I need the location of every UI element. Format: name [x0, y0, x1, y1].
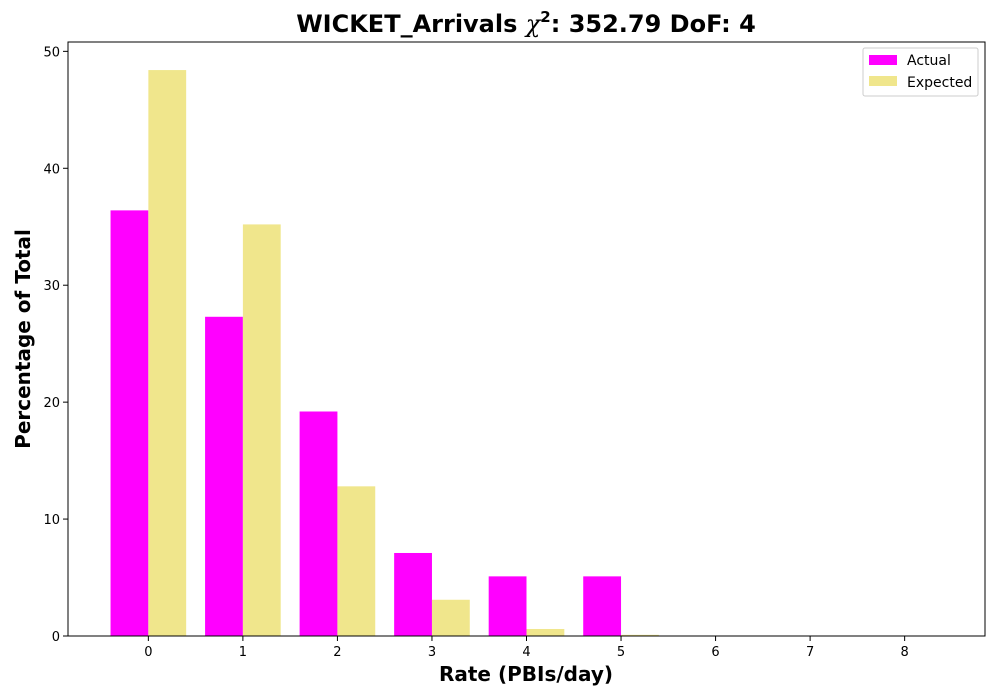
bar-actual-3 — [394, 552, 432, 636]
x-tick-label: 4 — [522, 645, 530, 660]
x-tick-label: 0 — [144, 645, 152, 660]
legend-label-actual: Actual — [907, 53, 951, 69]
bar-expected-2 — [337, 486, 376, 636]
title-chi: χ — [524, 10, 542, 38]
title-superscript: 2 — [540, 8, 550, 26]
legend-swatch-expected — [869, 76, 897, 86]
y-tick-label: 50 — [43, 45, 60, 60]
bars-group — [110, 70, 659, 637]
x-tick-label: 1 — [239, 645, 247, 660]
bar-expected-0 — [148, 70, 187, 637]
bar-expected-4 — [526, 628, 565, 636]
x-axis-label: Rate (PBIs/day) — [439, 662, 613, 686]
y-ticks: 0 10 20 30 40 50 — [43, 45, 68, 645]
bar-actual-4 — [488, 576, 527, 636]
x-tick-label: 7 — [806, 645, 814, 660]
x-tick-label: 3 — [428, 645, 436, 660]
chart-title: WICKET_Arrivals χ2: 352.79 DoF: 4 — [296, 8, 756, 38]
bar-actual-2 — [299, 411, 338, 636]
y-tick-label: 40 — [43, 162, 60, 177]
title-rest: : 352.79 DoF: 4 — [551, 10, 756, 38]
legend: Actual Expected — [862, 47, 979, 97]
y-tick-label: 0 — [52, 630, 60, 645]
x-tick-label: 5 — [617, 645, 625, 660]
legend-swatch-actual — [869, 55, 897, 65]
bar-actual-5 — [583, 576, 622, 636]
bar-expected-3 — [431, 599, 470, 636]
y-axis-label: Percentage of Total — [11, 229, 35, 449]
plot-frame — [67, 41, 986, 637]
y-tick-label: 20 — [43, 396, 60, 411]
legend-label-expected: Expected — [907, 75, 972, 91]
bar-expected-5 — [621, 634, 659, 636]
x-tick-label: 6 — [711, 645, 719, 660]
x-tick-label: 2 — [333, 645, 341, 660]
title-main: WICKET_Arrivals — [296, 10, 526, 38]
x-tick-label: 8 — [901, 645, 909, 660]
y-tick-label: 10 — [43, 513, 60, 528]
bar-actual-0 — [110, 210, 149, 636]
y-tick-label: 30 — [43, 279, 60, 294]
x-ticks: 0 1 2 3 4 5 6 7 8 — [144, 636, 909, 660]
bar-expected-1 — [242, 224, 281, 636]
bar-actual-1 — [205, 316, 243, 636]
